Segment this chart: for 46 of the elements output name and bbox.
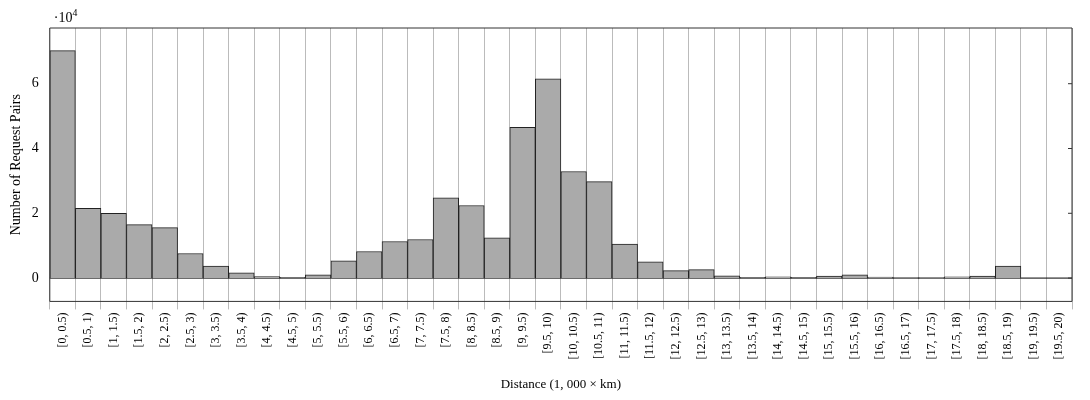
x-tick-label: [6, 6.5) bbox=[361, 312, 376, 348]
x-tick-label: [14.5, 15) bbox=[795, 312, 810, 360]
x-tick-label: [9, 9.5) bbox=[514, 312, 529, 348]
x-tick-label: [2, 2.5) bbox=[156, 312, 171, 348]
x-tick-label: [11.5, 12) bbox=[642, 312, 657, 359]
x-tick-label: [4, 4.5) bbox=[259, 312, 274, 348]
x-tick-label: [5.5, 6) bbox=[335, 312, 350, 348]
y-tick-label: 0 bbox=[31, 269, 39, 285]
x-tick-label: [2.5, 3) bbox=[182, 312, 197, 348]
y-tick-label: 2 bbox=[31, 204, 39, 220]
x-tick-label: [17, 17.5) bbox=[923, 312, 938, 360]
x-tick-label: [18, 18.5) bbox=[974, 312, 989, 360]
x-tick-label: [10, 10.5) bbox=[565, 312, 580, 360]
x-tick-label: [0, 0.5) bbox=[54, 312, 69, 348]
y-tick-label: 6 bbox=[31, 75, 39, 91]
x-tick-label: [17.5, 18) bbox=[949, 312, 964, 360]
x-tick-label: [3, 3.5) bbox=[208, 312, 223, 348]
x-tick-label: [19.5, 20) bbox=[1051, 312, 1066, 360]
x-tick-label: [11, 11.5) bbox=[616, 312, 631, 359]
x-tick-label: [1, 1.5) bbox=[105, 312, 120, 348]
y-axis-title: Number of Request Pairs bbox=[8, 94, 24, 236]
x-tick-label: [7.5, 8) bbox=[438, 312, 453, 348]
x-tick-label: [16, 16.5) bbox=[872, 312, 887, 360]
x-tick-label: [18.5, 19) bbox=[1000, 312, 1015, 360]
x-tick-label: [1.5, 2) bbox=[131, 312, 146, 348]
x-tick-label: [15, 15.5) bbox=[821, 312, 836, 360]
x-tick-label: [3.5, 4) bbox=[233, 312, 248, 348]
x-axis-title: Distance (1, 000 × km) bbox=[500, 375, 622, 391]
x-tick-label: [13.5, 14) bbox=[744, 312, 759, 360]
x-tick-label: [8, 8.5) bbox=[463, 312, 478, 348]
x-tick-label: [14, 14.5) bbox=[770, 312, 785, 360]
x-tick-label: [4.5, 5) bbox=[284, 312, 299, 348]
x-tick-label: [13, 13.5) bbox=[719, 312, 734, 360]
x-tick-label: [9.5, 10) bbox=[540, 312, 555, 354]
x-tick-label: [16.5, 17) bbox=[898, 312, 913, 360]
x-tick-label: [5, 5.5) bbox=[310, 312, 325, 348]
x-tick-label: [10.5, 11) bbox=[591, 312, 606, 359]
x-tick-label: [12, 12.5) bbox=[668, 312, 683, 360]
x-tick-label: [7, 7.5) bbox=[412, 312, 427, 348]
x-tick-label: [0.5, 1) bbox=[80, 312, 95, 348]
x-tick-label: [15.5, 16) bbox=[846, 312, 861, 360]
y-tick-label: 4 bbox=[31, 140, 39, 156]
x-tick-label: [12.5, 13) bbox=[693, 312, 708, 360]
x-tick-label: [6.5, 7) bbox=[386, 312, 401, 348]
x-tick-label: [19, 19.5) bbox=[1025, 312, 1040, 360]
x-tick-label: [8.5, 9) bbox=[489, 312, 504, 348]
